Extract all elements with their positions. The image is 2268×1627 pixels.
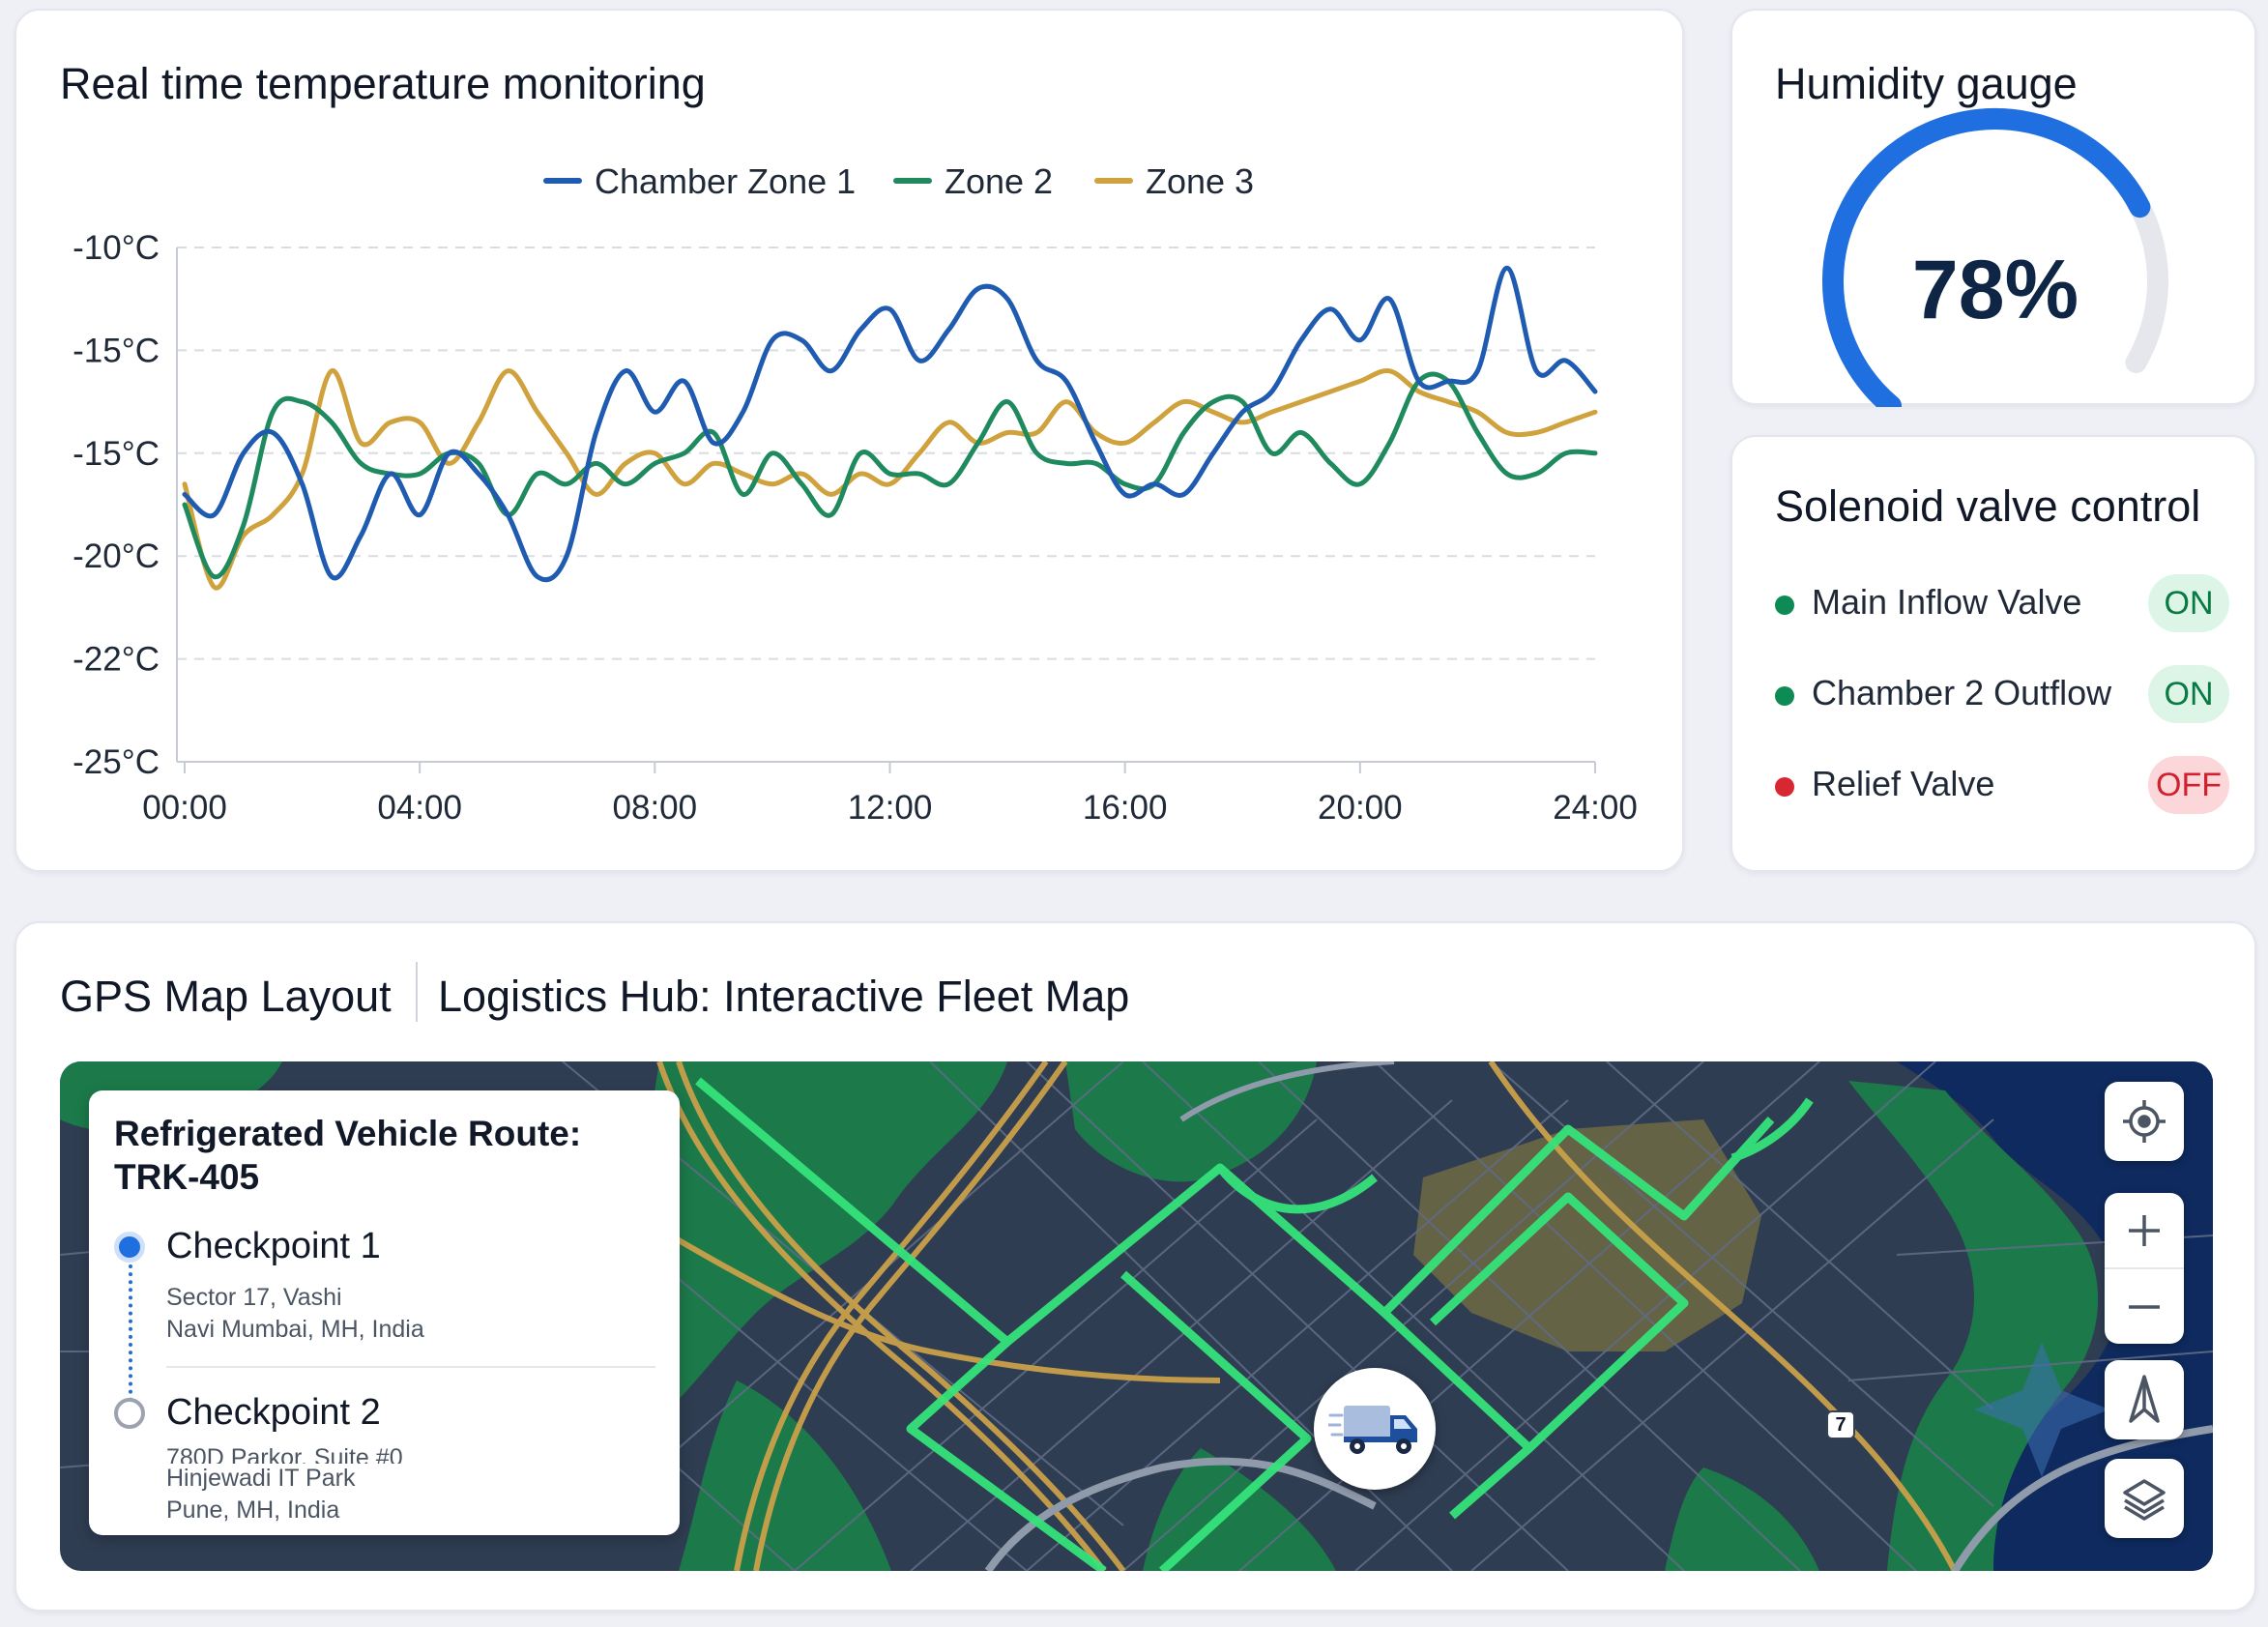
series-line-chamber-zone-1 [182, 265, 1598, 583]
humidity-value: 78% [1911, 244, 2079, 336]
checkpoint-1-address-line1: Sector 17, Vashi [166, 1284, 342, 1311]
locate-button[interactable] [2105, 1082, 2184, 1161]
x-tick-label: 16:00 [1083, 789, 1168, 827]
checkpoint-2-name[interactable]: Checkpoint 2 [166, 1392, 381, 1433]
humidity-gauge-card: Humidity gauge 78% [1730, 9, 2256, 407]
valve-control-title: Solenoid valve control [1775, 481, 2201, 531]
x-tick-label: 12:00 [848, 789, 933, 827]
valve-name: Main Inflow Valve [1812, 582, 2082, 622]
layers-button[interactable] [2105, 1459, 2184, 1538]
valve-status-dot [1775, 596, 1794, 615]
humidity-gauge-fill [1821, 108, 2151, 407]
humidity-gauge [1821, 108, 2168, 407]
legend-label: Chamber Zone 1 [595, 161, 856, 201]
y-tick-label: -22°C [73, 641, 160, 679]
checkpoint-2-address-line2: Hinjewadi IT Park [166, 1465, 356, 1492]
checkpoint-2-address-line1: 780D Parkor, Suite #0 [166, 1444, 403, 1464]
vehicle-marker[interactable] [1314, 1368, 1436, 1490]
compass-icon [2129, 1375, 2160, 1423]
x-tick-label: 20:00 [1318, 789, 1403, 827]
zoom-out-button[interactable] [2105, 1269, 2184, 1344]
series-line-zone-3 [182, 367, 1598, 591]
map-section-title: GPS Map Layout [60, 972, 392, 1021]
park-area [1848, 1081, 2099, 1571]
checkpoint-separator [166, 1366, 655, 1368]
valve-row-chamber2-outflow: Chamber 2 Outflow ON [1775, 665, 2229, 723]
checkpoint-pending-marker [114, 1398, 145, 1429]
route-title: Refrigerated Vehicle Route: TRK-405 [114, 1114, 582, 1197]
y-tick-label: -15°C [73, 435, 160, 473]
secondary-road [1179, 1061, 1395, 1122]
temperature-line-chart: -10°C -15°C -15°C -20°C -22°C -25°C 00:00 04:00… [73, 161, 1638, 827]
truck-icon [1328, 1406, 1417, 1454]
valve-status-dot [1775, 686, 1794, 706]
temperature-chart-card: Real time temperature monitoring -10°C -1… [15, 9, 1684, 872]
legend-label: Zone 3 [1146, 161, 1254, 201]
locate-icon [2123, 1100, 2166, 1143]
temperature-chart-title: Real time temperature monitoring [60, 59, 706, 108]
x-tick-label: 24:00 [1553, 789, 1638, 827]
vehicle-route [695, 1077, 1814, 1571]
title-divider [416, 962, 418, 1022]
checkpoint-active-marker [114, 1232, 145, 1263]
layers-icon [2123, 1479, 2166, 1521]
y-tick-label: -20°C [73, 537, 160, 575]
park-area [1665, 1467, 1819, 1571]
legend-label: Zone 2 [945, 161, 1053, 201]
gps-map-card: GPS Map Layout Logistics Hub: Interactiv… [15, 921, 2256, 1612]
series-line-zone-2 [182, 371, 1598, 580]
y-tick-label: -25°C [73, 743, 160, 781]
x-tick-label: 00:00 [142, 789, 227, 827]
compass-star-watermark [1974, 1342, 2109, 1477]
park-area [679, 1380, 891, 1571]
zoom-out-icon [2129, 1304, 2160, 1309]
y-tick-label: -10°C [73, 229, 160, 267]
zoom-in-button[interactable] [2105, 1193, 2184, 1269]
x-tick-label: 04:00 [377, 789, 462, 827]
valve-toggle-chamber2-outflow[interactable]: ON [2148, 665, 2229, 723]
valve-row-relief: Relief Valve OFF [1775, 756, 2229, 814]
route-info-panel: Refrigerated Vehicle Route: TRK-405 Chec… [89, 1090, 680, 1535]
valve-control-card: Solenoid valve control Main Inflow Valve… [1730, 435, 2256, 872]
zoom-in-icon [2129, 1214, 2160, 1246]
checkpoint-2-address-line3: Pune, MH, India [166, 1496, 340, 1524]
map-subtitle: Logistics Hub: Interactive Fleet Map [438, 972, 1130, 1021]
compass-button[interactable] [2105, 1360, 2184, 1439]
valve-name: Chamber 2 Outflow [1812, 673, 2112, 712]
y-tick-label: -15°C [73, 332, 160, 369]
valve-status-dot [1775, 777, 1794, 797]
humidity-gauge-title: Humidity gauge [1775, 59, 2078, 108]
valve-toggle-main-inflow[interactable]: ON [2148, 574, 2229, 632]
checkpoint-1-address-line2: Navi Mumbai, MH, India [166, 1316, 424, 1343]
valve-row-main-inflow: Main Inflow Valve ON [1775, 574, 2229, 632]
fleet-map[interactable]: Refrigerated Vehicle Route: TRK-405 Chec… [60, 1061, 2213, 1571]
x-tick-label: 08:00 [613, 789, 698, 827]
valve-toggle-relief[interactable]: OFF [2148, 756, 2229, 814]
checkpoint-1-name[interactable]: Checkpoint 1 [166, 1226, 381, 1266]
zoom-controls [2105, 1193, 2184, 1344]
secondary-road [984, 1457, 1377, 1571]
route-connector [129, 1264, 132, 1409]
valve-name: Relief Valve [1812, 764, 1995, 803]
route-number-shield: 7 [1826, 1410, 1855, 1439]
park-area [1065, 1061, 1317, 1182]
